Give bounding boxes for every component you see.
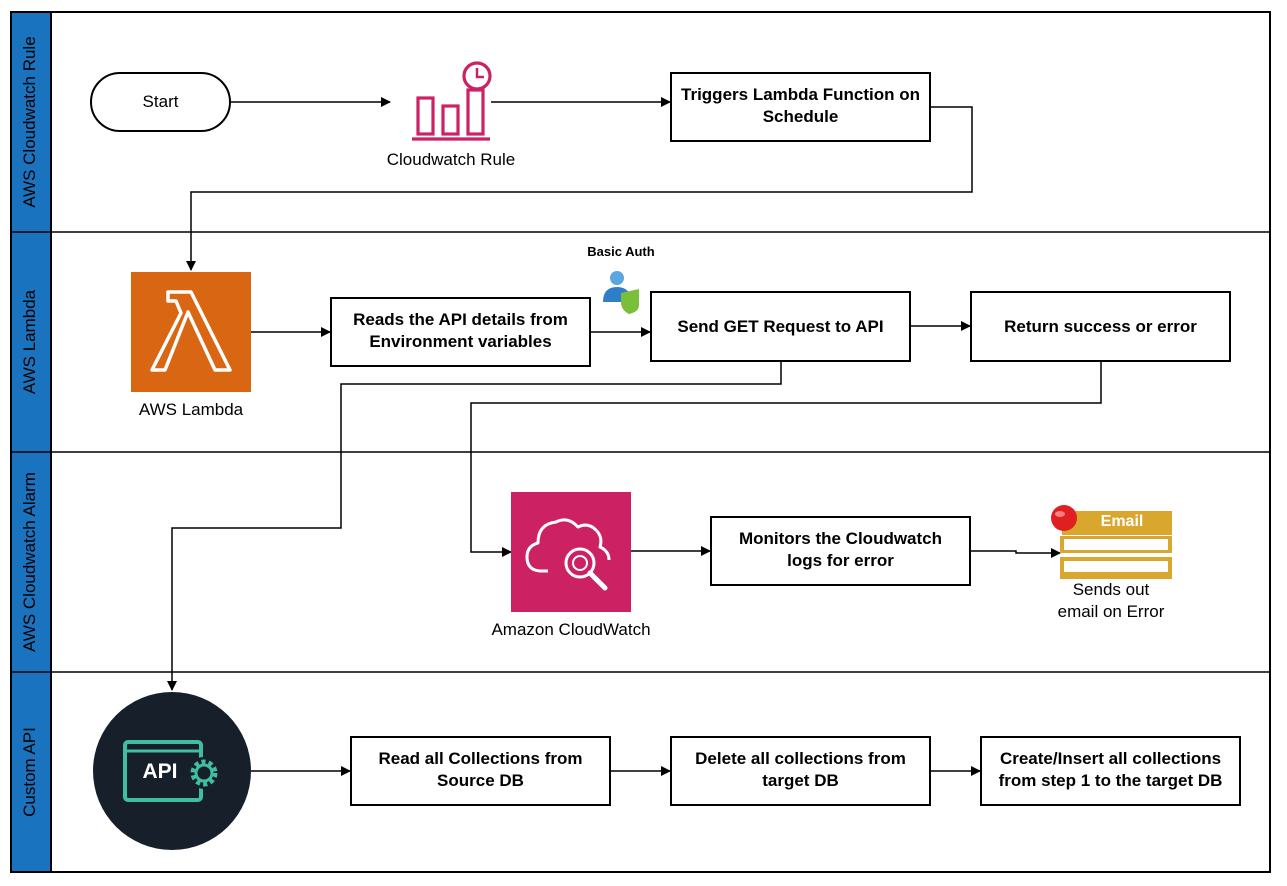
reads-api-details-text: Reads the API details from Environment v… xyxy=(353,310,568,351)
triggers-lambda-text: Triggers Lambda Function on Schedule xyxy=(681,85,920,126)
start-node[interactable]: Start xyxy=(90,72,231,132)
reads-api-details-box[interactable]: Reads the API details from Environment v… xyxy=(330,297,591,367)
arrow-return-to-cloudwatch xyxy=(470,362,1102,557)
aws-lambda-label: AWS Lambda xyxy=(138,400,244,419)
lane-title-cloudwatch-rule: AWS Cloudwatch Rule xyxy=(20,36,39,208)
read-collections-text: Read all Collections from Source DB xyxy=(378,749,583,790)
api-gear-icon xyxy=(93,692,251,850)
monitors-logs-box[interactable]: Monitors the Cloudwatch logs for error xyxy=(710,516,971,586)
delete-collections-text: Delete all collections from target DB xyxy=(695,749,906,790)
read-collections-box[interactable]: Read all Collections from Source DB xyxy=(350,736,611,806)
monitors-logs-text: Monitors the Cloudwatch logs for error xyxy=(738,529,943,570)
send-get-request-box[interactable]: Send GET Request to API xyxy=(650,291,911,362)
send-get-request-text: Send GET Request to API xyxy=(677,316,884,336)
email-badge-label: Email xyxy=(1100,513,1144,530)
lane-title-custom-api: Custom API xyxy=(20,727,39,817)
cloud-magnifier-icon xyxy=(511,492,631,612)
start-label: Start xyxy=(142,92,179,111)
create-insert-box[interactable]: Create/Insert all collections from step … xyxy=(980,736,1241,806)
sends-out-email-label: Sends out email on Error xyxy=(1031,579,1191,623)
cloudwatch-rule-label: Cloudwatch Rule xyxy=(386,150,516,169)
create-insert-text: Create/Insert all collections from step … xyxy=(998,749,1223,790)
return-success-error-box[interactable]: Return success or error xyxy=(970,291,1231,362)
arrow-send-to-api xyxy=(167,362,782,691)
basic-auth-label: Basic Auth xyxy=(587,244,655,259)
return-success-error-text: Return success or error xyxy=(1004,316,1197,336)
user-shield-icon xyxy=(603,271,639,314)
lane-title-aws-lambda: AWS Lambda xyxy=(20,289,39,395)
triggers-lambda-box[interactable]: Triggers Lambda Function on Schedule xyxy=(670,72,931,142)
lane-title-cloudwatch-alarm: AWS Cloudwatch Alarm xyxy=(20,472,39,652)
sends-out-line2: email on Error xyxy=(1057,602,1165,621)
email-alert-icon xyxy=(1051,505,1172,579)
arrow-triggers-to-lambda xyxy=(186,106,973,271)
amazon-cloudwatch-label: Amazon CloudWatch xyxy=(491,620,651,639)
bar-chart-clock-icon xyxy=(412,61,492,141)
lambda-icon xyxy=(131,272,251,392)
lane-header-strip xyxy=(10,11,52,873)
arrow-monitors-to-email xyxy=(971,548,1061,558)
api-logo-text: API xyxy=(142,760,178,783)
connectors xyxy=(167,97,1102,776)
sends-out-line1: Sends out xyxy=(1072,580,1150,599)
delete-collections-box[interactable]: Delete all collections from target DB xyxy=(670,736,931,806)
